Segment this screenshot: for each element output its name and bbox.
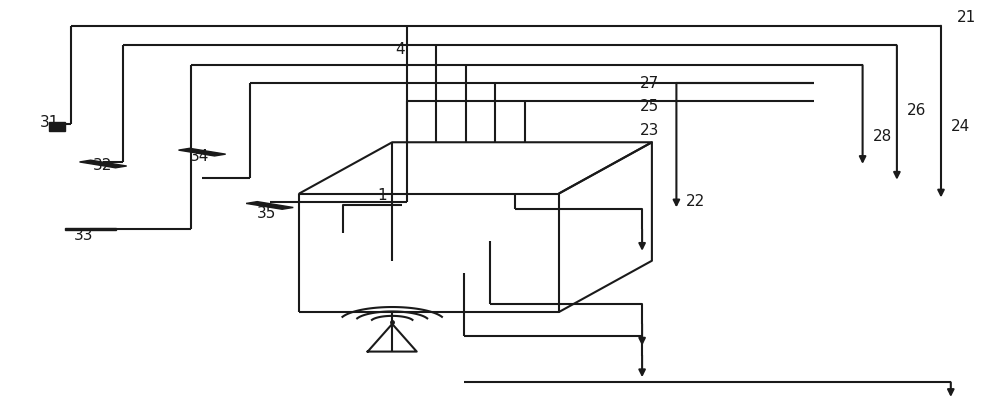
Text: 23: 23 [640, 123, 660, 138]
Text: 34: 34 [189, 149, 209, 164]
Polygon shape [49, 123, 65, 131]
Text: 25: 25 [640, 99, 659, 114]
Text: 21: 21 [957, 10, 976, 25]
Polygon shape [80, 160, 127, 168]
Text: 35: 35 [257, 206, 276, 221]
Text: 33: 33 [74, 228, 93, 243]
Polygon shape [65, 228, 116, 231]
Polygon shape [179, 148, 226, 156]
Text: 28: 28 [872, 129, 892, 144]
Text: 31: 31 [39, 115, 59, 130]
Text: 27: 27 [640, 75, 659, 91]
Text: 26: 26 [907, 103, 926, 118]
Text: 24: 24 [951, 119, 970, 134]
Text: 32: 32 [93, 158, 113, 173]
Polygon shape [246, 202, 293, 209]
Text: 4: 4 [395, 42, 405, 57]
Text: 1: 1 [378, 188, 387, 203]
Text: 22: 22 [686, 194, 705, 209]
